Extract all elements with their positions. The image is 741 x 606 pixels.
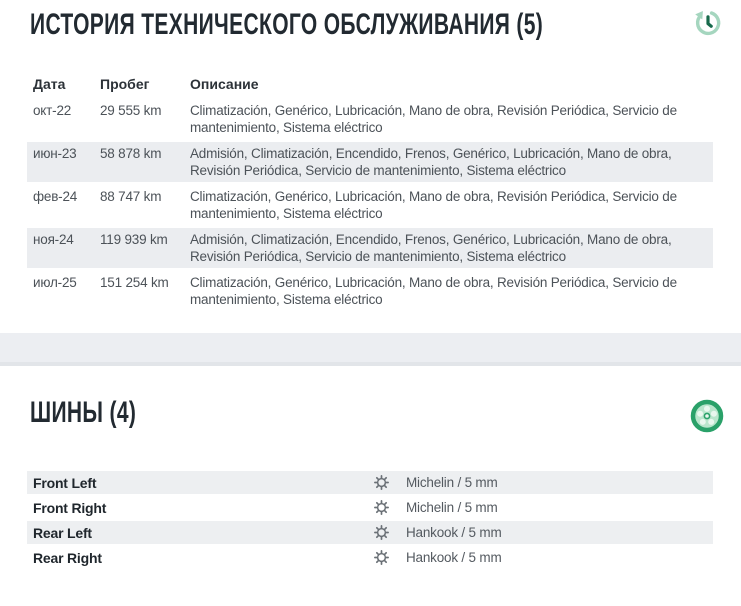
gear-icon (373, 549, 390, 566)
column-header-mileage: Пробег (100, 76, 150, 92)
tire-brand-depth: Hankook / 5 mm (406, 550, 502, 565)
list-item: Front Left Michelin / 5 mm (27, 471, 713, 494)
column-header-date: Дата (33, 76, 66, 92)
column-header-description: Описание (190, 76, 259, 92)
service-date: июн-23 (33, 145, 77, 161)
service-date: июл-25 (33, 274, 77, 290)
maintenance-history-table: Дата Пробег Описание окт-22 29 555 km Cl… (27, 74, 713, 314)
tire-brand-depth: Hankook / 5 mm (406, 525, 502, 540)
maintenance-history-title: ИСТОРИЯ ТЕХНИЧЕСКОГО ОБСЛУЖИВАНИЯ (5) (30, 8, 544, 41)
tire-position-label: Rear Left (33, 524, 92, 541)
service-date: окт-22 (33, 102, 72, 118)
list-item: Front Right Michelin / 5 mm (27, 496, 713, 519)
service-date: фев-24 (33, 188, 78, 204)
tire-icon (688, 396, 726, 441)
service-description: Climatización, Genérico, Lubricación, Ma… (190, 274, 677, 307)
history-icon (692, 6, 724, 45)
tire-brand-depth: Michelin / 5 mm (406, 475, 498, 490)
tire-position-label: Front Right (33, 499, 107, 516)
table-row: фев-24 88 747 km Climatización, Genérico… (27, 185, 713, 225)
gear-icon (373, 474, 390, 491)
list-item: Rear Left Hankook / 5 mm (27, 521, 713, 544)
service-mileage: 88 747 km (100, 188, 162, 204)
service-mileage: 151 254 km (100, 274, 169, 290)
table-row: ноя-24 119 939 km Admisión, Climatizació… (27, 228, 713, 268)
table-row: июл-25 151 254 km Climatización, Genéric… (27, 271, 713, 311)
tire-brand-depth: Michelin / 5 mm (406, 500, 498, 515)
service-mileage: 29 555 km (100, 102, 162, 118)
table-row: окт-22 29 555 km Climatización, Genérico… (27, 99, 713, 139)
tire-position-label: Rear Right (33, 549, 102, 566)
service-date: ноя-24 (33, 231, 74, 247)
tire-position-label: Front Left (33, 474, 97, 491)
tires-table: Front Left Michelin / 5 mm Front Right M… (27, 471, 713, 571)
service-description: Admisión, Climatización, Encendido, Fren… (190, 231, 672, 264)
tires-title: ШИНЫ (4) (30, 396, 137, 429)
section-divider (0, 333, 741, 366)
maintenance-table-header: Дата Пробег Описание (27, 74, 713, 99)
service-mileage: 119 939 km (100, 231, 168, 247)
service-description: Admisión, Climatización, Encendido, Fren… (190, 145, 672, 178)
table-row: июн-23 58 878 km Admisión, Climatización… (27, 142, 713, 182)
gear-icon (373, 524, 390, 541)
service-description: Climatización, Genérico, Lubricación, Ma… (190, 188, 677, 221)
service-description: Climatización, Genérico, Lubricación, Ma… (190, 102, 677, 135)
list-item: Rear Right Hankook / 5 mm (27, 546, 713, 569)
service-mileage: 58 878 km (100, 145, 162, 161)
gear-icon (373, 499, 390, 516)
